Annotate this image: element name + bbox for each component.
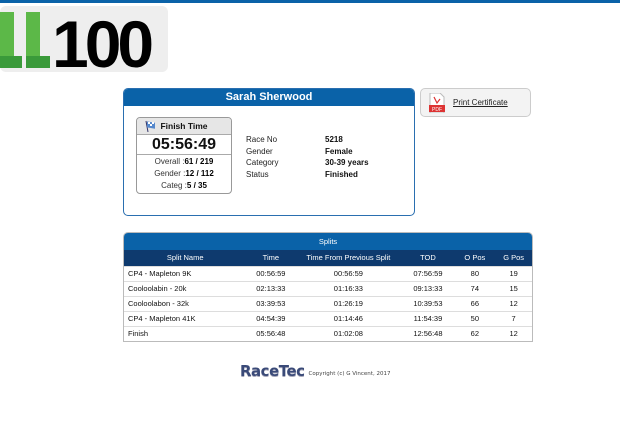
table-cell: 15 — [495, 280, 532, 296]
info-value: 5218 — [325, 135, 343, 144]
event-logo: 100 — [0, 6, 168, 74]
column-header: TOD — [401, 250, 455, 266]
gender-rank: 12 / 112 — [185, 169, 214, 178]
copyright-text: Copyright (c) G Vincent, 2017 — [308, 371, 391, 377]
finish-time-value: 05:56:49 — [137, 135, 231, 155]
info-key: Category — [246, 158, 279, 167]
overall-rank: 61 / 219 — [184, 157, 214, 166]
athlete-profile-card: Sarah Sherwood Finish Time 05:56:49 Over… — [123, 88, 415, 216]
overall-label: Overall : — [154, 157, 185, 166]
table-cell: 11:54:39 — [401, 310, 455, 326]
info-key: Status — [246, 169, 269, 179]
athlete-info: Race No 5218 Gender Female Category 30-39 y… — [246, 134, 369, 180]
info-key: Gender — [246, 146, 273, 156]
svg-text:PDF: PDF — [432, 107, 442, 113]
pdf-icon: PDF — [429, 92, 445, 113]
table-cell: 12 — [495, 325, 532, 341]
table-cell: Finish — [124, 325, 247, 341]
table-row: Cooloolabon - 32k 03:39:53 01:26:19 10:39:5… — [124, 295, 532, 311]
finish-time-title: Finish Time — [160, 121, 208, 131]
table-cell: 12:56:48 — [401, 325, 455, 341]
table-cell: 07:56:59 — [401, 265, 455, 281]
table-cell: 80 — [454, 265, 496, 281]
table-cell: 03:39:53 — [246, 295, 296, 311]
info-row: Status Finished — [246, 169, 369, 181]
table-cell: 02:13:33 — [246, 280, 296, 296]
top-bar — [0, 0, 620, 3]
info-value: 30-39 years — [325, 158, 369, 167]
column-header: G Pos — [495, 250, 532, 266]
info-value: Finished — [325, 169, 358, 179]
info-value: Female — [325, 146, 353, 156]
table-cell: 09:13:33 — [401, 280, 455, 296]
table-cell: 19 — [495, 265, 532, 281]
table-cell: 01:26:19 — [295, 295, 402, 311]
table-cell: 62 — [454, 325, 496, 341]
table-cell: 66 — [454, 295, 496, 311]
table-cell: Cooloolabin - 20k — [124, 280, 247, 296]
table-cell: 01:14:46 — [295, 310, 402, 326]
category-label: Categ : — [161, 181, 187, 190]
table-row: CP4 - Mapleton 41K 04:54:39 01:14:46 11:54:… — [124, 310, 532, 326]
table-cell: 04:54:39 — [246, 310, 296, 326]
column-header: Split Name — [124, 250, 247, 266]
racetec-logo: RaceTec — [240, 362, 305, 380]
checkered-flag-icon — [145, 120, 155, 132]
info-row: Race No 5218 — [246, 134, 369, 146]
table-cell: 01:02:08 — [295, 325, 402, 341]
table-cell: CP4 - Mapleton 9K — [124, 265, 247, 281]
footer: RaceTec Copyright (c) G Vincent, 2017 — [240, 362, 390, 380]
splits-table: Splits Split Name Time Time From Previous … — [123, 232, 533, 342]
table-cell: 10:39:53 — [401, 295, 455, 311]
table-cell: 74 — [454, 280, 496, 296]
info-key: Race No — [246, 135, 278, 144]
table-row: Cooloolabin - 20k 02:13:33 01:16:33 09:13:3… — [124, 280, 532, 296]
column-header: Time — [246, 250, 296, 266]
table-cell: 7 — [495, 310, 532, 326]
print-certificate-link[interactable]: Print Certificate — [453, 98, 508, 107]
table-cell: 50 — [454, 310, 496, 326]
splits-title: Splits — [124, 233, 532, 250]
table-cell: 05:56:48 — [246, 325, 296, 341]
info-row: Category 30-39 years — [246, 157, 369, 169]
column-header: Time From Previous Split — [295, 250, 402, 266]
athlete-name: Sarah Sherwood — [124, 89, 414, 106]
table-cell: 00:56:59 — [246, 265, 296, 281]
table-cell: 00:56:59 — [295, 265, 402, 281]
category-rank: 5 / 35 — [186, 181, 207, 190]
column-header: O Pos — [454, 250, 496, 266]
svg-text:100: 100 — [52, 7, 151, 74]
table-cell: 12 — [495, 295, 532, 311]
gender-label: Gender : — [154, 169, 186, 178]
table-row: Finish 05:56:48 01:02:08 12:56:48 62 12 — [124, 325, 532, 341]
table-cell: 01:16:33 — [295, 280, 402, 296]
table-row: CP4 - Mapleton 9K 00:56:59 00:56:59 07:56:5… — [124, 265, 532, 281]
finish-time-box: Finish Time 05:56:49 Overall :61 / 219 G… — [136, 117, 232, 194]
table-cell: CP4 - Mapleton 41K — [124, 310, 247, 326]
print-certificate-button[interactable]: PDF Print Certificate — [420, 88, 531, 117]
info-row: Gender Female — [246, 146, 369, 158]
table-cell: Cooloolabon - 32k — [124, 295, 247, 311]
